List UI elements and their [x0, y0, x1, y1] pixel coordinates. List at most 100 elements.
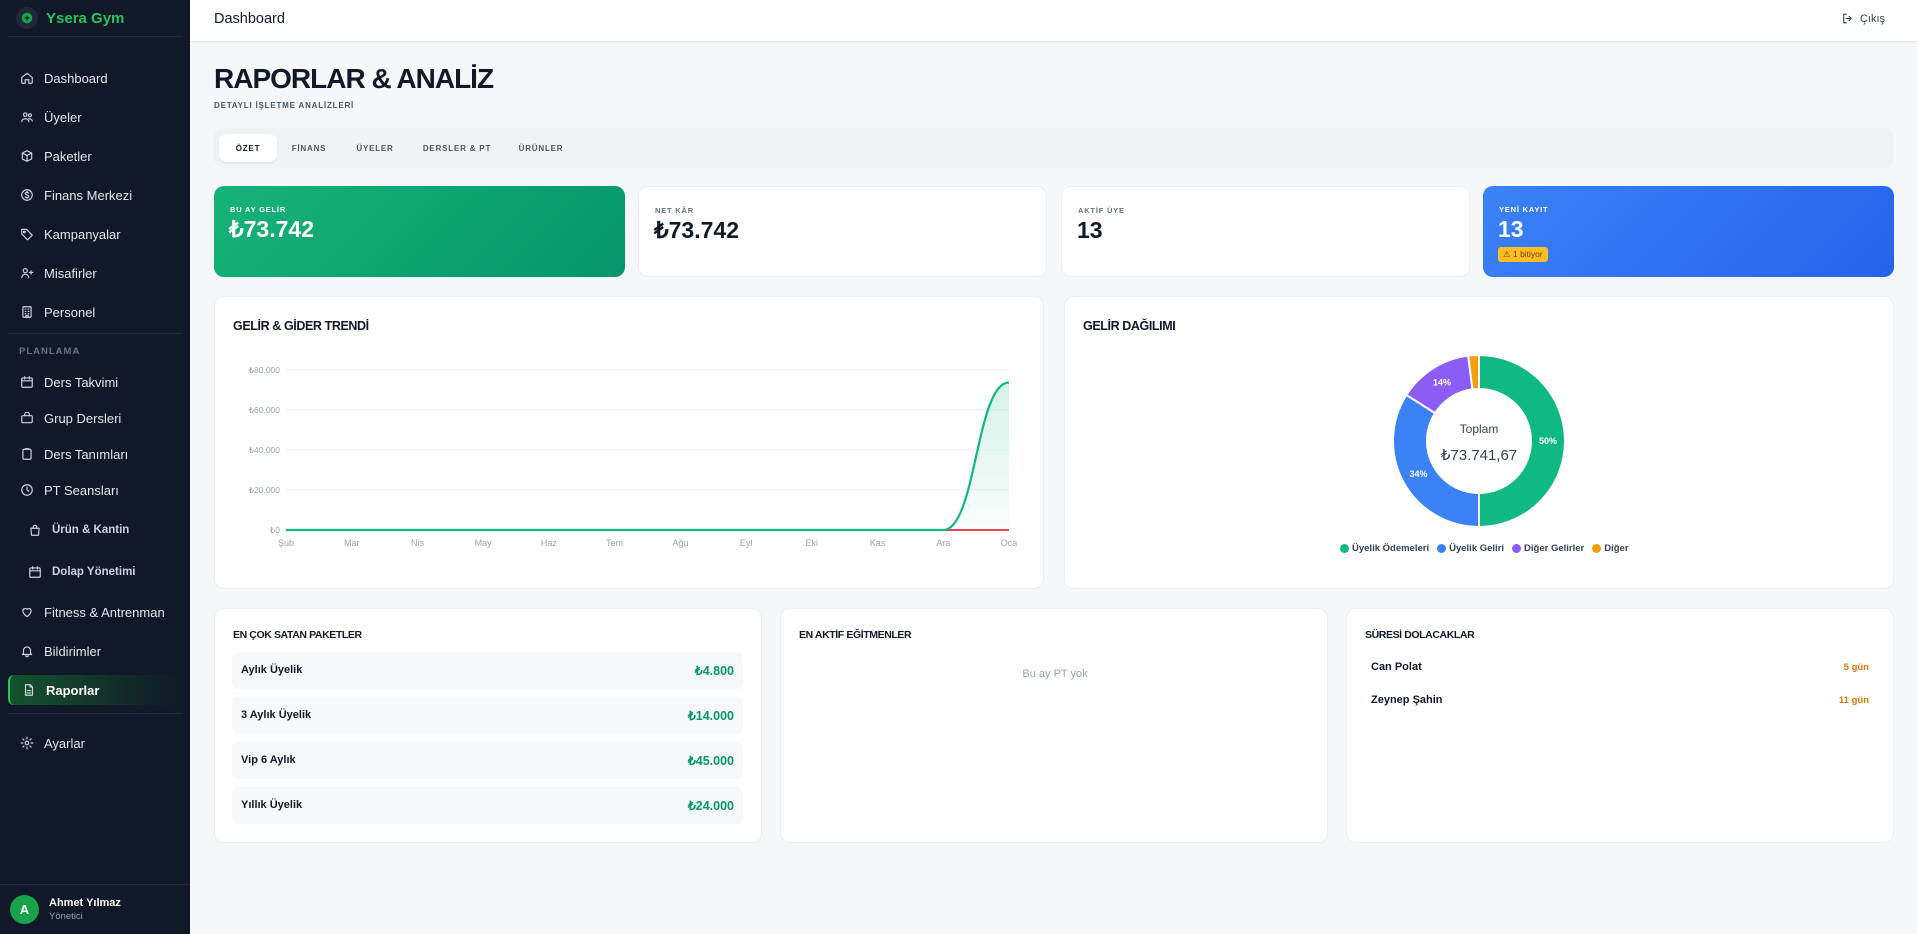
legend-dot-icon: [1340, 544, 1349, 553]
chart-title: GELİR DAĞILIMI: [1083, 319, 1176, 333]
sidebar-item-packages[interactable]: Paketler: [8, 141, 180, 171]
heart-icon: [22, 608, 32, 618]
kpi-card-active-members: AKTİF ÜYE 13: [1061, 186, 1470, 277]
user-plus-icon: [21, 268, 34, 279]
sidebar-item-staff[interactable]: Personel: [8, 297, 180, 327]
briefcase-icon: [21, 411, 33, 424]
expiring-member-name[interactable]: Zeynep Şahin: [1371, 694, 1443, 706]
y-tick-label: ₺20.000: [249, 485, 281, 495]
dollar-circle-icon: [21, 189, 33, 201]
report-tabs: ÖZET FİNANS ÜYELER DERSLER & PT ÜRÜNLER: [214, 128, 1894, 168]
top-packages-card: EN ÇOK SATAN PAKETLER Aylık Üyelik ₺4.80…: [214, 608, 762, 843]
sidebar-item-reports[interactable]: Raporlar: [8, 675, 180, 705]
user-profile[interactable]: A Ahmet Yılmaz Yönetici: [0, 884, 190, 934]
list-item: 3 Aylık Üyelik ₺14.000: [232, 697, 743, 734]
legend-label: Diğer Gelirler: [1524, 543, 1585, 554]
tab-members[interactable]: ÜYELER: [356, 143, 394, 153]
x-tick-label: May: [475, 538, 493, 548]
legend-item[interactable]: Üyelik Ödemeleri: [1340, 543, 1429, 554]
topbar-title: Dashboard: [214, 11, 285, 27]
sidebar-section-label: PLANLAMA: [19, 346, 81, 357]
tab-summary[interactable]: ÖZET: [219, 134, 277, 162]
package-revenue: ₺4.800: [694, 664, 734, 678]
y-tick-label: ₺60.000: [249, 405, 281, 415]
sidebar-item-class-definitions[interactable]: Ders Tanımları: [8, 439, 180, 469]
brand[interactable]: Ysera Gym: [0, 0, 190, 36]
donut-center-value: ₺73.741,67: [1441, 447, 1517, 464]
calendar-icon: [21, 376, 33, 388]
tab-finance[interactable]: FİNANS: [291, 143, 327, 153]
sidebar-item-guests[interactable]: Misafirler: [8, 258, 180, 288]
kpi-label: BU AY GELİR: [230, 205, 287, 214]
box-icon: [21, 150, 33, 162]
topbar: Dashboard Çıkış: [190, 0, 1917, 42]
donut-center-label: Toplam: [1460, 422, 1499, 436]
sidebar-item-products[interactable]: Ürün & Kantin: [8, 515, 180, 545]
card-title: SÜRESİ DOLACAKLAR: [1365, 629, 1475, 641]
user-info: Ahmet Yılmaz Yönetici: [49, 897, 121, 922]
expiring-warning-badge: ⚠ 1 bitiyor: [1498, 247, 1548, 262]
x-tick-label: Eki: [806, 538, 819, 548]
empty-state: Bu ay PT yok: [1022, 668, 1088, 680]
sidebar-item-notifications[interactable]: Bildirimler: [8, 636, 180, 666]
sidebar-item-campaigns[interactable]: Kampanyalar: [8, 219, 180, 249]
sidebar-item-class-calendar[interactable]: Ders Takvimi: [8, 367, 180, 397]
kpi-card-net-profit: NET KÂR ₺73.742: [638, 186, 1047, 277]
legend-label: Üyelik Ödemeleri: [1352, 543, 1430, 554]
sidebar-item-members[interactable]: Üyeler: [8, 102, 180, 132]
x-tick-label: Haz: [541, 538, 558, 548]
logout-button[interactable]: Çıkış: [1841, 12, 1885, 25]
sidebar-item-settings[interactable]: Ayarlar: [8, 728, 180, 758]
legend-item[interactable]: Üyelik Geliri: [1437, 543, 1504, 554]
trend-chart-card: GELİR & GİDER TRENDİ ₺80.000 ₺60.000 ₺40.0…: [214, 296, 1044, 589]
sidebar-item-label: Kampanyalar: [44, 226, 121, 242]
x-tick-label: Eyl: [740, 538, 753, 548]
sidebar-item-label: Personel: [44, 304, 96, 320]
home-icon: [21, 72, 33, 84]
list-item: Aylık Üyelik ₺4.800: [232, 652, 743, 689]
distribution-card: GELİR DAĞILIMI Toplam ₺73.741,67 50% 34% 1…: [1064, 296, 1894, 589]
bell-icon: [21, 646, 33, 658]
x-tick-label: Tem: [606, 538, 623, 548]
sidebar-item-locker[interactable]: Dolap Yönetimi: [8, 557, 180, 587]
expiring-card: SÜRESİ DOLACAKLAR Can Polat 5 gün Zeynep…: [1346, 608, 1894, 843]
sidebar-item-pt-sessions[interactable]: PT Seansları: [8, 475, 180, 505]
sidebar-item-label: Dashboard: [44, 70, 108, 86]
kpi-label: AKTİF ÜYE: [1078, 206, 1125, 215]
sidebar-item-group-classes[interactable]: Grup Dersleri: [8, 403, 180, 433]
legend-item[interactable]: Diğer Gelirler: [1512, 543, 1584, 554]
donut-slice[interactable]: [1392, 393, 1480, 529]
x-tick-label: Ağu: [672, 538, 688, 548]
sidebar-item-label: PT Seansları: [44, 482, 119, 498]
donut-slice[interactable]: [1478, 353, 1566, 529]
trend-chart: ₺80.000 ₺60.000 ₺40.000 ₺20.000 ₺0 Şub Mar Nis M…: [249, 365, 1018, 548]
x-tick-label: Şub: [278, 538, 294, 548]
sidebar-divider: [8, 333, 182, 334]
file-icon: [24, 684, 34, 696]
sidebar-item-label: Bildirimler: [44, 643, 102, 659]
sidebar-item-label: Grup Dersleri: [44, 410, 122, 426]
x-tick-label: Nis: [411, 538, 424, 548]
page-title: RAPORLAR & ANALİZ: [214, 63, 494, 94]
kpi-card-monthly-income: BU AY GELİR ₺73.742: [214, 186, 625, 277]
sidebar-item-dashboard[interactable]: Dashboard: [8, 63, 180, 93]
kpi-label: NET KÂR: [655, 206, 694, 215]
income-line: [286, 381, 1010, 532]
chart-title: GELİR & GİDER TRENDİ: [233, 319, 369, 333]
donut-chart: Toplam ₺73.741,67 50% 34% 14%: [1392, 353, 1566, 529]
legend-item[interactable]: Diğer: [1592, 543, 1629, 554]
expiring-member-name[interactable]: Can Polat: [1371, 661, 1422, 673]
tab-classes-pt[interactable]: DERSLER & PT: [422, 143, 492, 153]
sidebar-item-label: Ders Takvimi: [44, 374, 119, 390]
sidebar-divider: [8, 36, 182, 37]
brand-name: Ysera Gym: [46, 9, 125, 27]
sidebar-item-finance[interactable]: Finans Merkezi: [8, 180, 180, 210]
package-name: Vip 6 Aylık: [241, 754, 296, 766]
donut-slice[interactable]: [1467, 353, 1480, 391]
chart-legend: Üyelik Ödemeleri Üyelik Geliri Diğer Gelir…: [1340, 543, 1629, 554]
sidebar-item-fitness[interactable]: Fitness & Antrenman: [8, 597, 180, 627]
slice-data-label: 34%: [1410, 469, 1428, 479]
list-item: Vip 6 Aylık ₺45.000: [232, 742, 743, 779]
tab-products[interactable]: ÜRÜNLER: [518, 143, 564, 153]
kpi-card-new-registrations: YENİ KAYIT 13 ⚠ 1 bitiyor: [1483, 186, 1894, 277]
